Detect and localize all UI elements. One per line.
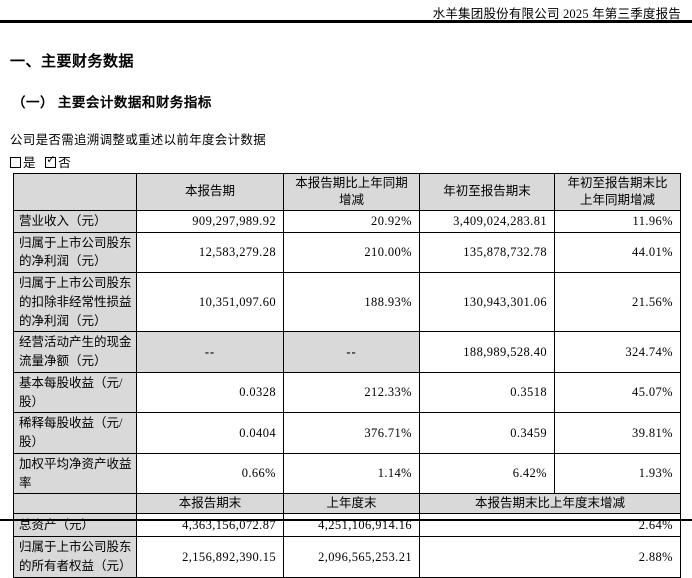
checkbox-no: ✓ 否 xyxy=(45,153,72,170)
cell-value: 0.3518 xyxy=(419,371,555,414)
cell-value: 11.96% xyxy=(554,209,681,233)
cell-value: 1.14% xyxy=(283,452,420,495)
header-yoy-change-ytd: 年初至报告期末比上年同期增减 xyxy=(554,173,681,211)
cell-value: 188,989,528.40 xyxy=(419,331,555,373)
cell-value: 3,409,024,283.81 xyxy=(419,209,555,233)
table-row-net-profit: 归属于上市公司股东的净利润（元） 12,583,279.28 210.00% 1… xyxy=(13,231,681,273)
cell-value: 2.64% xyxy=(419,513,681,538)
cell-value: 20.92% xyxy=(283,209,420,233)
row-label: 归属于上市公司股东的所有者权益（元） xyxy=(13,536,137,578)
row-label: 基本每股收益（元/股） xyxy=(13,371,137,414)
checkbox-checked-icon: ✓ xyxy=(45,153,57,168)
cell-value: 0.0404 xyxy=(136,412,284,454)
cell-value: 45.07% xyxy=(554,371,681,414)
header-empty-cell xyxy=(13,173,137,211)
row-label: 营业收入（元） xyxy=(13,209,137,233)
header-empty-cell xyxy=(13,493,137,515)
section-title: 一、主要财务数据 xyxy=(10,54,135,70)
cell-value: 2,096,565,253.21 xyxy=(283,536,420,578)
row-label: 归属于上市公司股东的净利润（元） xyxy=(13,231,137,273)
cell-value: 188.93% xyxy=(283,271,420,333)
cell-value: 10,351,097.60 xyxy=(136,271,284,333)
row-label: 总资产（元） xyxy=(13,513,137,538)
page-header-title: 水羊集团股份有限公司 2025 年第三季度报告 xyxy=(432,7,681,21)
cell-value: 130,943,301.06 xyxy=(419,271,555,333)
table-row-basic-eps: 基本每股收益（元/股） 0.0328 212.33% 0.3518 45.07% xyxy=(13,371,681,414)
header-yoy-change-period: 本报告期比上年同期增减 xyxy=(283,173,420,211)
table-row-revenue: 营业收入（元） 909,297,989.92 20.92% 3,409,024,… xyxy=(13,209,681,233)
table-row-net-profit-excl-nonrecurring: 归属于上市公司股东的扣除非经常性损益的净利润（元） 10,351,097.60 … xyxy=(13,271,681,333)
cell-value: 6.42% xyxy=(419,452,555,495)
cell-value: 1.93% xyxy=(554,452,681,495)
cell-value: 12,583,279.28 xyxy=(136,231,284,273)
cell-value: 2.88% xyxy=(419,536,681,578)
checkbox-unchecked-icon xyxy=(10,157,21,168)
header-change-vs-last-year-end: 本报告期末比上年度末增减 xyxy=(419,493,681,515)
table-row-operating-cash-flow: 经营活动产生的现金流量净额（元） -- -- 188,989,528.40 32… xyxy=(13,331,681,373)
row-label: 经营活动产生的现金流量净额（元） xyxy=(13,331,137,373)
cell-value-na: -- xyxy=(136,331,284,373)
table-row-weighted-avg-roe: 加权平均净资产收益率 0.66% 1.14% 6.42% 1.93% xyxy=(13,452,681,495)
cell-value: 212.33% xyxy=(283,371,420,414)
header-ytd: 年初至报告期末 xyxy=(419,173,555,211)
cell-value: 324.74% xyxy=(554,331,681,373)
header-rule xyxy=(0,20,692,23)
financial-data-table: 本报告期 本报告期比上年同期增减 年初至报告期末 年初至报告期末比上年同期增减 … xyxy=(13,173,681,578)
header-current-period: 本报告期 xyxy=(136,173,284,211)
table-header-row-2: 本报告期末 上年度末 本报告期末比上年度末增减 xyxy=(13,493,681,515)
restatement-question: 公司是否需追溯调整或重述以前年度会计数据 xyxy=(10,133,267,147)
table-row-diluted-eps: 稀释每股收益（元/股） 0.0404 376.71% 0.3459 39.81% xyxy=(13,412,681,454)
row-label: 加权平均净资产收益率 xyxy=(13,452,137,495)
cell-value: 376.71% xyxy=(283,412,420,454)
cell-value-na: -- xyxy=(283,331,420,373)
checkbox-row: 是 ✓ 否 xyxy=(10,152,77,171)
cell-value: 0.66% xyxy=(136,452,284,495)
checkbox-yes: 是 xyxy=(10,156,36,170)
checkbox-no-label: 否 xyxy=(58,156,72,170)
table-row-total-assets: 总资产（元） 4,363,156,072.87 4,251,106,914.16… xyxy=(13,513,681,538)
cell-value: 39.81% xyxy=(554,412,681,454)
header-end-of-period: 本报告期末 xyxy=(136,493,284,515)
cell-value: 135,878,732.78 xyxy=(419,231,555,273)
cell-value: 0.0328 xyxy=(136,371,284,414)
bottom-rule xyxy=(0,519,692,521)
check-icon: ✓ xyxy=(46,153,56,166)
cell-value: 210.00% xyxy=(283,231,420,273)
cell-value: 0.3459 xyxy=(419,412,555,454)
cell-value: 21.56% xyxy=(554,271,681,333)
cell-value: 4,363,156,072.87 xyxy=(136,513,284,538)
cell-value: 4,251,106,914.16 xyxy=(283,513,420,538)
cell-value: 44.01% xyxy=(554,231,681,273)
checkbox-yes-label: 是 xyxy=(23,156,36,170)
cell-value: 909,297,989.92 xyxy=(136,209,284,233)
subsection-title: （一） 主要会计数据和财务指标 xyxy=(12,95,212,110)
header-end-of-last-year: 上年度末 xyxy=(283,493,420,515)
row-label: 稀释每股收益（元/股） xyxy=(13,412,137,454)
row-label: 归属于上市公司股东的扣除非经常性损益的净利润（元） xyxy=(13,271,137,333)
table-row-shareholders-equity: 归属于上市公司股东的所有者权益（元） 2,156,892,390.15 2,09… xyxy=(13,536,681,578)
table-header-row-1: 本报告期 本报告期比上年同期增减 年初至报告期末 年初至报告期末比上年同期增减 xyxy=(13,173,681,211)
cell-value: 2,156,892,390.15 xyxy=(136,536,284,578)
